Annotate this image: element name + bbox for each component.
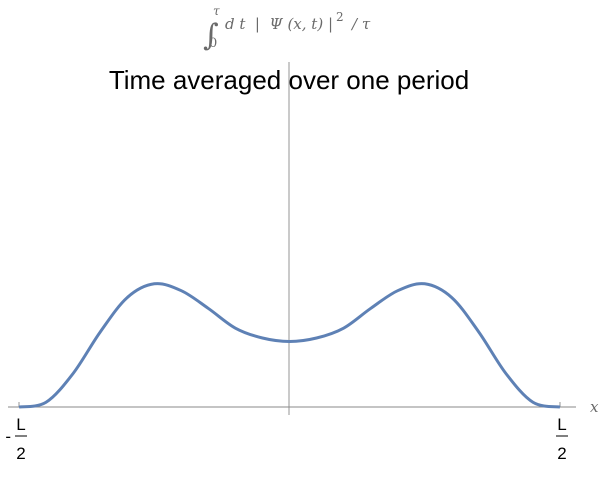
x-tick-denominator-1: 2 — [557, 444, 566, 463]
x-tick-sign-0: - — [5, 427, 11, 446]
x-tick-numerator-0: L — [16, 415, 25, 434]
x-axis-label: x — [590, 398, 599, 416]
integrand: d t | Ψ (x, t) | — [225, 15, 333, 33]
header-formula: ∫ τ 0 d t | Ψ (x, t) | 2 / τ — [203, 4, 371, 53]
series-line-0 — [18, 282, 561, 409]
x-ticks: L2-L2 — [5, 402, 568, 463]
axes — [8, 62, 576, 415]
integral-lower-limit: 0 — [209, 36, 217, 51]
x-tick-numerator-1: L — [557, 415, 566, 434]
integral-sign-icon: ∫ — [203, 18, 219, 53]
divisor: / τ — [350, 15, 371, 33]
integral-upper-limit: τ — [213, 4, 220, 18]
exponent: 2 — [336, 10, 344, 24]
series-group — [18, 282, 561, 409]
x-tick-denominator-0: 2 — [16, 444, 25, 463]
